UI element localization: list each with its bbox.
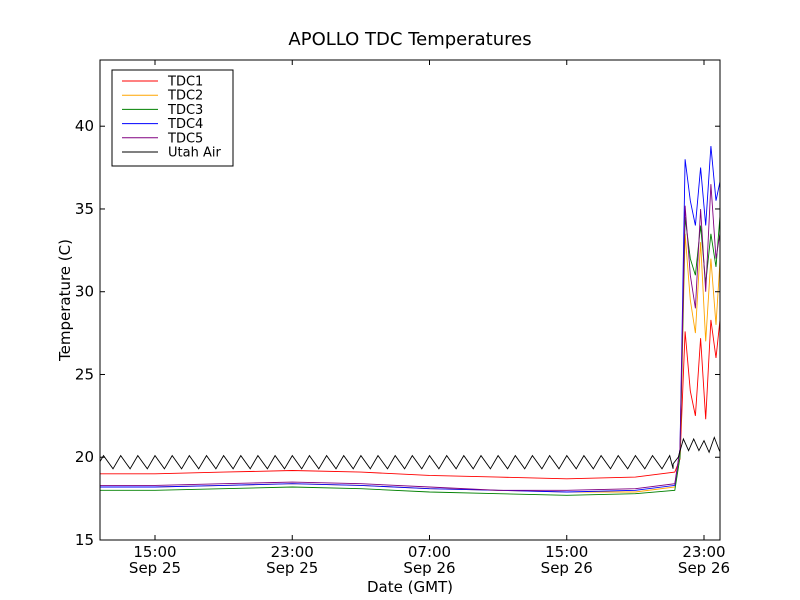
series-line-tdc4 <box>100 146 720 493</box>
x-tick-label-date: Sep 26 <box>678 559 730 577</box>
legend-label: TDC4 <box>167 117 203 132</box>
series-group <box>100 146 720 496</box>
x-tick-label-date: Sep 25 <box>266 559 318 577</box>
plot-frame <box>99 59 721 541</box>
x-tick-label-date: Sep 26 <box>403 559 455 577</box>
legend-label: TDC1 <box>167 75 203 90</box>
y-axis-label: Temperature (C) <box>56 239 74 362</box>
legend-box <box>111 69 234 167</box>
x-tick-label-time: 23:00 <box>682 543 725 561</box>
legend-label: TDC5 <box>167 131 203 146</box>
x-tick-label-time: 15:00 <box>133 543 176 561</box>
y-tick-label: 40 <box>75 117 94 135</box>
y-tick-label: 35 <box>75 200 94 218</box>
x-tick-label-date: Sep 26 <box>541 559 593 577</box>
legend-label: TDC3 <box>167 103 203 118</box>
x-axis-label: Date (GMT) <box>367 578 453 596</box>
legend-label: Utah Air <box>168 146 221 161</box>
series-line-tdc1 <box>100 315 720 480</box>
x-tick-label-time: 23:00 <box>271 543 314 561</box>
series-line-utah-air <box>100 436 720 470</box>
series-line-tdc5 <box>100 184 720 491</box>
x-tick-label-date: Sep 25 <box>129 559 181 577</box>
legend-label: TDC2 <box>167 89 203 104</box>
y-tick-label: 25 <box>75 365 94 383</box>
x-tick-label-time: 07:00 <box>408 543 451 561</box>
series-line-tdc2 <box>100 233 720 493</box>
y-tick-label: 15 <box>75 531 94 549</box>
y-axis: 15 20 25 30 35 40 <box>75 117 720 549</box>
chart-title: APOLLO TDC Temperatures <box>288 29 531 50</box>
y-tick-label: 30 <box>75 283 94 301</box>
series-line-tdc3 <box>100 210 720 496</box>
y-tick-label: 20 <box>75 448 94 466</box>
x-tick-label-time: 15:00 <box>545 543 588 561</box>
